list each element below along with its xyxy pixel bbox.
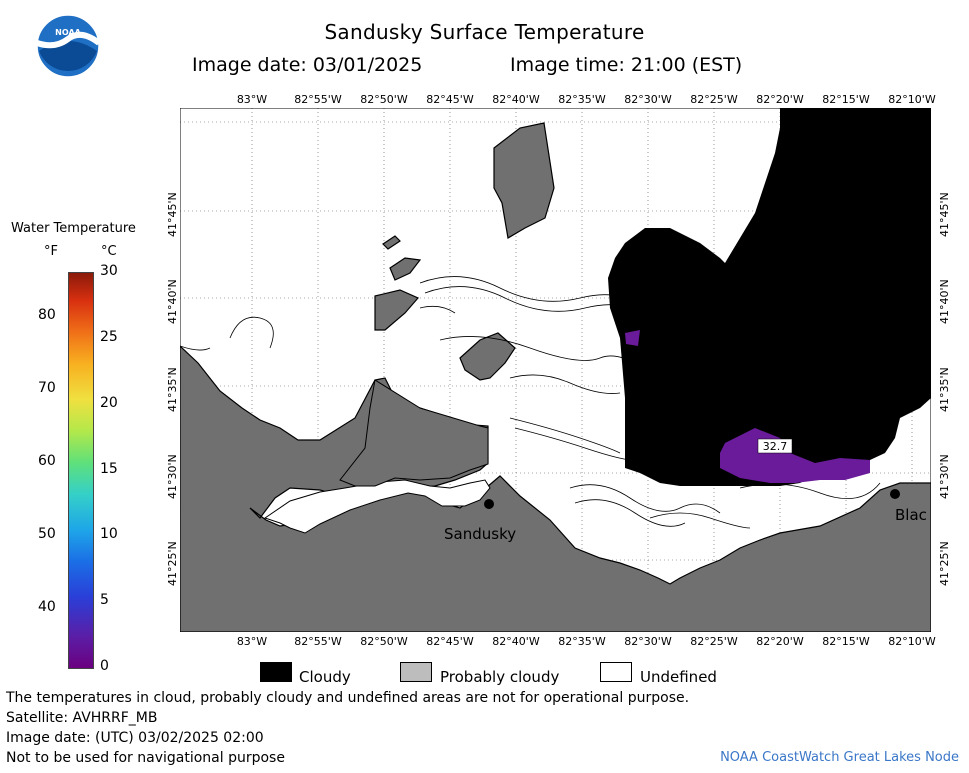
lon-tick-bottom: 82°45'W (426, 635, 474, 648)
legend-label-undefined: Undefined (640, 668, 717, 686)
lon-tick-top: 82°45'W (426, 93, 474, 106)
lat-tick-left: 41°30'N (166, 454, 179, 499)
colorbar-f-tick: 40 (38, 599, 56, 616)
lon-tick-top: 82°10'W (888, 93, 936, 106)
cold-water-patch-small (625, 330, 640, 346)
middle-island (389, 257, 422, 281)
logo-text: NOAA (55, 28, 81, 37)
lat-tick-right: 41°45'N (938, 192, 951, 237)
cloud-mask (608, 108, 931, 486)
colorbar-c-tick: 0 (100, 658, 109, 674)
colorbar-c-tick: 10 (100, 526, 118, 543)
lon-tick-top: 82°55'W (294, 93, 342, 106)
lon-tick-bottom: 82°25'W (690, 635, 738, 648)
blac-marker (890, 489, 900, 499)
city-label-sandusky: Sandusky (444, 525, 517, 543)
footer-credit: NOAA CoastWatch Great Lakes Node (720, 750, 959, 765)
colorbar (68, 272, 94, 669)
image-time: Image time: 21:00 (EST) (510, 54, 743, 76)
colorbar-c-tick: 5 (100, 592, 109, 609)
legend-label-cloudy: Cloudy (299, 668, 351, 686)
lon-tick-bottom: 82°30'W (624, 635, 672, 648)
lat-tick-right: 41°30'N (938, 454, 951, 499)
north-bass-island (493, 122, 555, 239)
lon-tick-bottom: 83°W (236, 635, 268, 648)
image-date: Image date: 03/01/2025 (192, 54, 423, 76)
map-panel: 32.7 (180, 108, 931, 632)
footer-nav-warning: Not to be used for navigational purpose (6, 750, 285, 766)
temp-label-box (757, 438, 793, 454)
lon-tick-bottom: 82°15'W (822, 635, 870, 648)
lon-tick-top: 82°50'W (360, 93, 408, 106)
lon-tick-top: 82°20'W (756, 93, 804, 106)
marblehead-peninsula (339, 379, 489, 487)
legend-swatch-probably-cloudy (400, 662, 432, 682)
city-label-blac: Blac (895, 506, 927, 524)
temp-label: 32.7 (763, 440, 788, 453)
lon-tick-bottom: 82°20'W (756, 635, 804, 648)
lon-tick-bottom: 82°35'W (558, 635, 606, 648)
legend-swatch-cloudy (260, 662, 292, 682)
lat-tick-left: 41°40'N (166, 279, 179, 324)
colorbar-unit-f: °F (44, 244, 58, 259)
lon-tick-bottom: 82°10'W (888, 635, 936, 648)
colorbar-c-tick: 30 (100, 263, 118, 279)
lon-tick-bottom: 82°40'W (492, 635, 540, 648)
legend-label-probably-cloudy: Probably cloudy (440, 668, 560, 686)
colorbar-f-tick: 70 (38, 380, 56, 397)
colorbar-f-tick: 80 (38, 306, 56, 323)
lat-tick-right: 41°40'N (938, 279, 951, 324)
noaa-logo: NOAA (36, 14, 101, 78)
lon-tick-top: 82°25'W (690, 93, 738, 106)
lat-tick-left: 41°25'N (166, 541, 179, 586)
colorbar-f-tick: 50 (38, 526, 56, 543)
lon-tick-bottom: 82°50'W (360, 635, 408, 648)
map-title: Sandusky Surface Temperature (324, 20, 645, 44)
footer-satellite: Satellite: AVHRRF_MB (6, 710, 158, 726)
colorbar-unit-c: °C (101, 244, 117, 259)
lon-tick-top: 82°30'W (624, 93, 672, 106)
lat-tick-left: 41°45'N (166, 192, 179, 237)
cold-water-patch (720, 428, 870, 483)
sandusky-marker (484, 499, 494, 509)
lon-tick-top: 82°40'W (492, 93, 540, 106)
lat-tick-left: 41°35'N (166, 367, 179, 412)
lon-tick-top: 82°15'W (822, 93, 870, 106)
colorbar-c-tick: 15 (100, 460, 118, 477)
lat-tick-right: 41°35'N (938, 367, 951, 412)
lon-tick-top: 82°35'W (558, 93, 606, 106)
colorbar-title: Water Temperature (11, 221, 136, 236)
south-bass-island (374, 289, 419, 331)
legend-swatch-undefined (600, 662, 632, 682)
colorbar-f-tick: 60 (38, 453, 56, 470)
lon-tick-top: 83°W (236, 93, 268, 106)
lat-tick-right: 41°25'N (938, 541, 951, 586)
colorbar-c-tick: 20 (100, 394, 118, 411)
footer-note: The temperatures in cloud, probably clou… (6, 690, 690, 706)
lon-tick-bottom: 82°55'W (294, 635, 342, 648)
footer-utc-date: Image date: (UTC) 03/02/2025 02:00 (6, 730, 264, 746)
colorbar-c-tick: 25 (100, 328, 118, 345)
small-island (382, 235, 401, 250)
